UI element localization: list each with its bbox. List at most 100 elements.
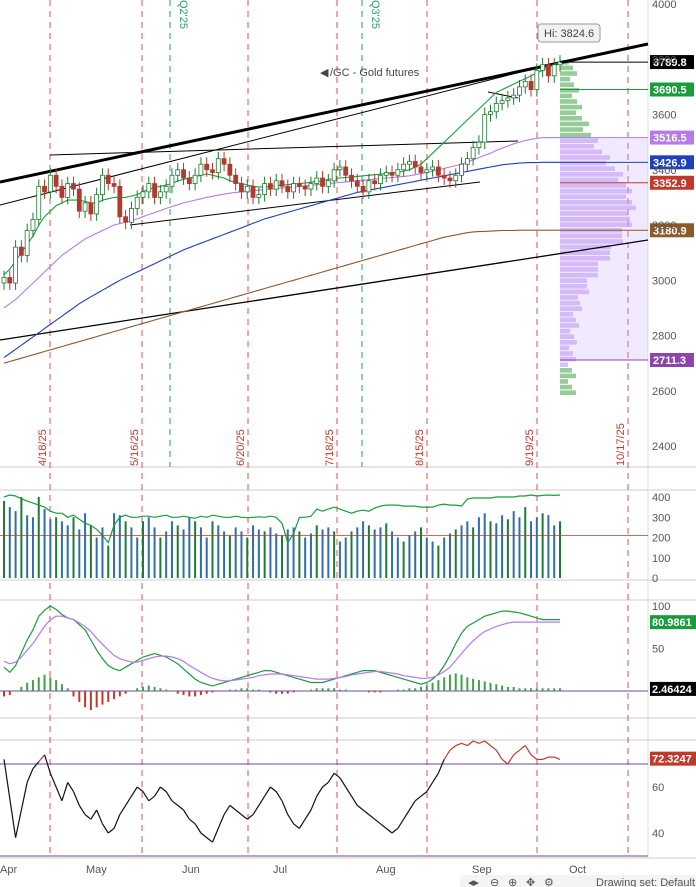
rsi-line-segment [437,759,445,774]
rsi-line-segment [472,740,480,744]
rsi-line-segment [125,795,132,806]
volume-profile-bar [560,278,587,283]
rsi-line-segment [26,768,34,783]
event-date-label: 4/18/25 [37,429,49,466]
price-flag-box [650,130,694,145]
candle-body [372,180,378,184]
support-line [129,181,481,226]
candle-body [47,174,53,193]
candle-body [42,185,47,193]
candle-body [412,161,418,168]
rsi-line-segment [385,827,393,834]
crosshair-icon[interactable]: ✥ [526,877,535,887]
candle-body [389,172,395,176]
quarter-label: Q2'25 [177,0,189,29]
candle-body [360,185,366,193]
price-panel-bg [0,0,648,467]
event-date-label: 9/19/25 [524,429,536,466]
rsi-line-segment [501,758,509,765]
volume-profile-bar [560,295,578,300]
candle-body [482,114,488,143]
price-tick-label: 3200 [652,220,676,232]
drawing-set-label[interactable]: Drawing set: Default [596,877,695,887]
candle-body [198,163,204,176]
event-date-label: 8/15/25 [414,429,426,466]
rsi-line-segment [90,809,98,820]
volume-profile-bar [560,256,610,261]
candle-body [435,166,441,176]
candle-body [181,169,186,179]
candle-body [140,191,146,198]
candle-body [383,172,389,176]
month-label: May [86,864,107,876]
rsi-line-segment [3,759,11,799]
volume-profile-bar [560,368,572,373]
quarter-label: Q3'25 [369,0,381,29]
rsi-line-segment [142,791,150,802]
bottom-toolbar [460,875,696,887]
month-label: Aug [376,864,396,876]
rsi-line-segment [113,814,121,829]
candle-body [505,97,511,102]
rsi-line-segment [101,823,109,834]
rsi-line-segment [171,800,179,806]
candle-body [493,103,499,113]
candle-body [511,94,517,99]
candle-body [354,180,360,187]
rsi-line-segment [252,805,260,815]
rsi-line-segment [478,740,485,744]
rsi-line-segment [298,818,306,829]
volume-profile-bar [560,132,591,138]
lower-trendline [0,239,649,341]
volume-profile-bar [560,172,623,177]
candle-body [291,183,296,193]
rsi-line-segment [72,791,80,806]
settings-icon[interactable]: ⚙ [544,877,554,887]
candle-body [499,100,505,104]
price-flag-box [650,82,694,97]
volume-profile-bar [560,144,594,149]
rsi-line-segment [154,786,161,797]
candle-body [1,277,7,284]
candle-body [308,183,314,190]
adx-flag-box [650,615,696,630]
volume-profile-bar [560,351,573,356]
volume-profile-bar [560,211,628,216]
candle-body [192,174,198,184]
volume-profile-bar [560,65,573,71]
candle-body [129,208,134,223]
rsi-line-segment [206,837,213,843]
volume-profile-bar [560,239,623,244]
volume-profile-bar [560,110,576,115]
volume-tick-label: 400 [652,492,670,504]
volume-profile-bar [560,261,598,267]
adx-panel: 100 50 80.9861 2.46424 [0,601,696,711]
volume-profile-bar [560,312,573,317]
candle-body [24,230,30,256]
volume-profile-bar [560,155,610,160]
ma-line [3,229,560,364]
candle-body [528,80,534,91]
rsi-line-segment [200,832,208,839]
volume-profile-bar [560,127,583,132]
rsi-line-segment [264,786,271,797]
open-interest-line [3,494,561,545]
ma-line [3,161,560,359]
rsi-line-segment [136,786,144,793]
volume-profile-bar [560,116,582,121]
rsi-line-segment [32,761,40,769]
volume-profile-bar [560,323,579,328]
rsi-line-segment [513,749,520,756]
volume-profile-bar [560,362,568,367]
zoom-in-icon[interactable]: ⊕ [508,877,517,887]
candle-body [441,174,447,179]
volume-profile-bar [560,188,632,194]
volume-panel: 100 200 300 400 0 [0,492,670,585]
candle-body [476,141,482,149]
rsi-line-segment [130,786,138,797]
zoom-out-icon[interactable]: ⊖ [490,877,499,887]
volume-profile-bar [560,222,632,227]
adx-flag-label: 2.46424 [652,684,693,696]
scroll-left-icon[interactable]: ◂▸ [468,877,480,887]
candle-body [447,177,453,182]
